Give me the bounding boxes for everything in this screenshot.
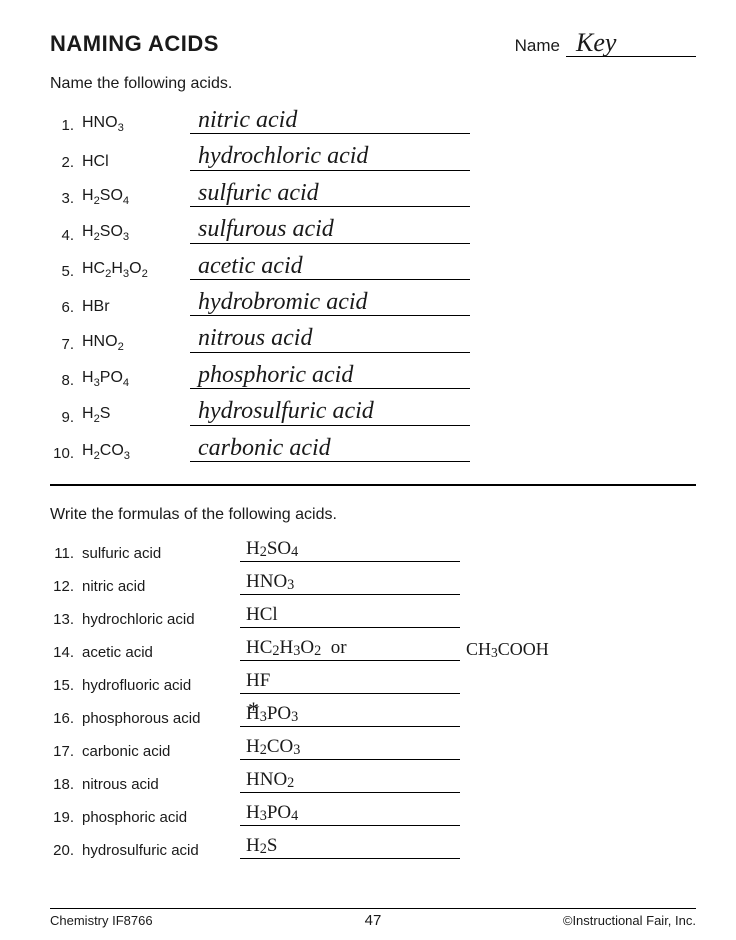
item-answer: HCl <box>240 604 460 628</box>
item-answer: H2SO4 <box>240 538 460 562</box>
name-field: Name Key <box>515 30 696 57</box>
worksheet-header: NAMING ACIDS Name Key <box>50 30 696 57</box>
item-formula: HCl <box>80 153 190 171</box>
list-item: 18.nitrous acidHNO2 <box>50 769 696 793</box>
list-item: 10.H2CO3carbonic acid <box>50 435 696 462</box>
item-answer: H2CO3 <box>240 736 460 760</box>
item-answer: phosphoric acid <box>190 362 470 389</box>
item-prompt: nitric acid <box>80 578 240 595</box>
item-prompt: phosphoric acid <box>80 809 240 826</box>
section-divider <box>50 484 696 486</box>
item-number: 6. <box>50 299 80 316</box>
item-formula: HC2H3O2 <box>80 260 190 280</box>
item-number: 15. <box>50 677 80 694</box>
item-number: 11. <box>50 545 80 562</box>
item-answer: carbonic acid <box>190 435 470 462</box>
item-number: 19. <box>50 809 80 826</box>
item-answer: H3PO3 <box>240 703 460 727</box>
section2-list: 11.sulfuric acidH2SO412.nitric acidHNO31… <box>50 538 696 859</box>
section2-instruction: Write the formulas of the following acid… <box>50 506 696 524</box>
list-item: 1.HNO3nitric acid <box>50 107 696 134</box>
item-number: 12. <box>50 578 80 595</box>
item-formula: H2CO3 <box>80 442 190 462</box>
item-formula: H2SO4 <box>80 187 190 207</box>
item-number: 16. <box>50 710 80 727</box>
item-answer: HNO2 <box>240 769 460 793</box>
item-number: 17. <box>50 743 80 760</box>
list-item: 15.hydrofluoric acidHF <box>50 670 696 694</box>
item-answer: hydrosulfuric acid <box>190 398 470 425</box>
item-prompt: carbonic acid <box>80 743 240 760</box>
list-item: 19.phosphoric acidH3PO4 <box>50 802 696 826</box>
worksheet-title: NAMING ACIDS <box>50 31 219 57</box>
item-formula: HNO2 <box>80 333 190 353</box>
item-prompt: acetic acid <box>80 644 240 661</box>
list-item: 8.H3PO4phosphoric acid <box>50 362 696 389</box>
list-item: 11.sulfuric acidH2SO4 <box>50 538 696 562</box>
item-formula: H2S <box>80 405 190 425</box>
list-item: 3.H2SO4sulfuric acid <box>50 180 696 207</box>
item-answer: acetic acid <box>190 253 470 280</box>
section1-instruction: Name the following acids. <box>50 75 696 93</box>
list-item: 4.H2SO3sulfurous acid <box>50 216 696 243</box>
list-item: 2.HClhydrochloric acid <box>50 143 696 170</box>
item-prompt: nitrous acid <box>80 776 240 793</box>
name-value: Key <box>566 30 696 57</box>
item-formula: H3PO4 <box>80 369 190 389</box>
item-number: 4. <box>50 227 80 244</box>
list-item: 12.nitric acidHNO3 <box>50 571 696 595</box>
list-item: 9.H2Shydrosulfuric acid <box>50 398 696 425</box>
item-number: 7. <box>50 336 80 353</box>
page-footer: Chemistry IF8766 47 ©Instructional Fair,… <box>50 908 696 928</box>
section1-list: 1.HNO3nitric acid 2.HClhydrochloric acid 3… <box>50 107 696 462</box>
item-answer: hydrobromic acid <box>190 289 470 316</box>
item-answer: H2S <box>240 835 460 859</box>
list-item: 5.HC2H3O2acetic acid <box>50 253 696 280</box>
list-item: 7.HNO2nitrous acid <box>50 325 696 352</box>
item-number: 5. <box>50 263 80 280</box>
item-prompt: hydrosulfuric acid <box>80 842 240 859</box>
item-number: 2. <box>50 154 80 171</box>
list-item: 13.hydrochloric acidHCl <box>50 604 696 628</box>
item-answer: hydrochloric acid <box>190 143 470 170</box>
list-item: 16.phosphorous acid*H3PO3 <box>50 703 696 727</box>
item-number: 8. <box>50 372 80 389</box>
item-answer: H3PO4 <box>240 802 460 826</box>
item-answer: HF <box>240 670 460 694</box>
footer-right: ©Instructional Fair, Inc. <box>563 913 696 928</box>
item-formula: H2SO3 <box>80 223 190 243</box>
asterisk-mark: * <box>248 697 259 723</box>
item-answer: HC2H3O2 or <box>240 637 460 661</box>
item-answer: sulfurous acid <box>190 216 470 243</box>
item-number: 10. <box>50 445 80 462</box>
item-answer: sulfuric acid <box>190 180 470 207</box>
name-label: Name <box>515 36 560 56</box>
item-answer: HNO3 <box>240 571 460 595</box>
list-item: 20.hydrosulfuric acidH2S <box>50 835 696 859</box>
item-number: 3. <box>50 190 80 207</box>
item-answer-extra: CH3COOH <box>466 639 549 661</box>
item-formula: HBr <box>80 298 190 316</box>
item-number: 18. <box>50 776 80 793</box>
item-answer: nitric acid <box>190 107 470 134</box>
list-item: 6.HBrhydrobromic acid <box>50 289 696 316</box>
item-number: 9. <box>50 409 80 426</box>
item-number: 1. <box>50 117 80 134</box>
item-number: 20. <box>50 842 80 859</box>
item-prompt: hydrochloric acid <box>80 611 240 628</box>
list-item: 17.carbonic acidH2CO3 <box>50 736 696 760</box>
item-prompt: hydrofluoric acid <box>80 677 240 694</box>
item-number: 13. <box>50 611 80 628</box>
item-prompt: sulfuric acid <box>80 545 240 562</box>
item-formula: HNO3 <box>80 114 190 134</box>
item-answer: nitrous acid <box>190 325 470 352</box>
item-number: 14. <box>50 644 80 661</box>
list-item: 14.acetic acidHC2H3O2 or CH3COOH <box>50 637 696 661</box>
footer-left: Chemistry IF8766 <box>50 913 153 928</box>
item-prompt: phosphorous acid <box>80 710 240 727</box>
footer-page: 47 <box>365 912 382 929</box>
